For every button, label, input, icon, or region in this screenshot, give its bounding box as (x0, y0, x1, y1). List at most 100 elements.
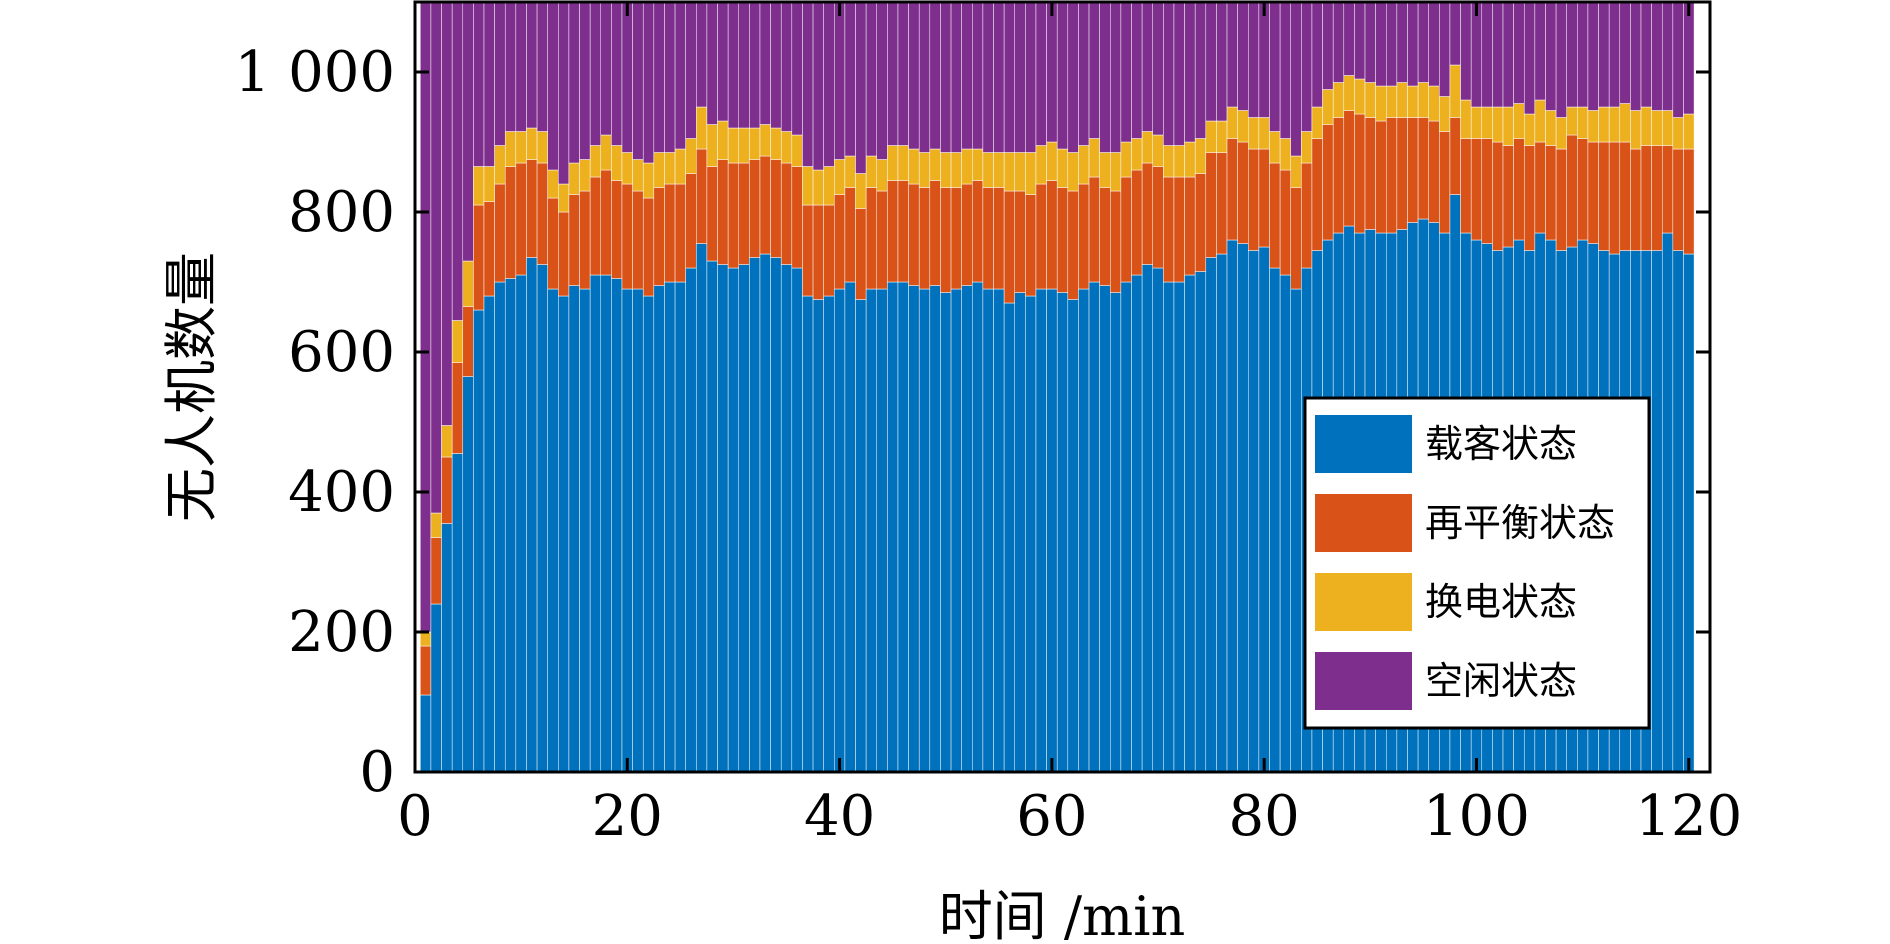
bar-3-49 (929, 148, 941, 181)
bar-idle-22 (642, 1, 655, 164)
bar-1-46 (897, 281, 909, 773)
bar-3-58 (1025, 152, 1037, 195)
bar-3-65 (1099, 152, 1111, 188)
bar-3-90 (1364, 82, 1376, 118)
bar-1-63 (1078, 288, 1090, 773)
bar-idle-57 (1014, 1, 1026, 153)
legend-label: 载客状态 (1425, 422, 1577, 466)
bar-idle-89 (1354, 1, 1366, 80)
bar-2-99 (1460, 138, 1472, 234)
x-tick-label: 60 (1016, 784, 1087, 849)
bar-1-48 (918, 288, 931, 773)
bar-idle-36 (791, 1, 803, 136)
bar-3-109 (1566, 106, 1578, 136)
bar-idle-48 (918, 1, 931, 153)
bar-idle-82 (1279, 1, 1291, 139)
bar-2-95 (1417, 117, 1429, 220)
bar-3-44 (876, 159, 888, 192)
bar-3-112 (1598, 106, 1610, 143)
bar-idle-25 (674, 1, 686, 150)
bar-2-70 (1152, 166, 1164, 269)
bar-2-118 (1661, 145, 1674, 234)
bar-1-71 (1163, 281, 1175, 773)
bar-1-62 (1067, 299, 1079, 773)
bar-idle-65 (1099, 1, 1111, 153)
bar-2-44 (876, 190, 888, 290)
y-axis-title: 无人机数量 (160, 252, 223, 522)
bar-idle-108 (1555, 1, 1567, 118)
bar-1-83 (1290, 288, 1302, 773)
bar-2-85 (1311, 138, 1323, 251)
bar-idle-2 (430, 1, 442, 514)
bar-2-34 (770, 159, 782, 258)
bar-2-10 (515, 162, 527, 276)
x-tick-label: 80 (1229, 784, 1300, 849)
bar-idle-61 (1056, 1, 1069, 150)
bar-3-94 (1407, 85, 1419, 118)
bar-1-75 (1205, 257, 1217, 773)
bar-idle-52 (961, 1, 973, 150)
bar-idle-114 (1619, 1, 1631, 104)
bar-idle-47 (908, 1, 920, 150)
bar-1-35 (780, 264, 793, 773)
bar-1-61 (1056, 292, 1069, 773)
bar-2-64 (1088, 176, 1100, 283)
bar-2-14 (558, 211, 570, 297)
bar-1-4 (451, 453, 464, 773)
bar-idle-76 (1216, 1, 1228, 122)
bar-3-108 (1555, 117, 1567, 150)
bar-idle-111 (1587, 1, 1599, 111)
bar-idle-11 (526, 1, 538, 129)
bar-1-56 (1003, 302, 1015, 773)
bar-3-53 (972, 148, 984, 181)
bar-3-85 (1311, 106, 1323, 139)
bar-idle-4 (451, 1, 464, 321)
bar-idle-51 (950, 1, 962, 153)
bar-1-78 (1237, 243, 1249, 773)
bar-2-109 (1566, 134, 1578, 248)
bar-3-10 (515, 131, 527, 164)
bar-3-115 (1630, 110, 1642, 150)
bar-2-92 (1386, 117, 1398, 234)
bar-1-82 (1279, 274, 1291, 773)
bar-2-16 (579, 190, 591, 290)
bar-1-65 (1099, 285, 1111, 773)
bar-3-35 (780, 131, 793, 164)
bar-1-119 (1672, 250, 1684, 773)
bar-1-1 (420, 694, 432, 773)
bar-2-6 (473, 204, 485, 311)
bar-2-28 (706, 166, 718, 262)
bar-1-31 (738, 264, 750, 773)
bar-2-89 (1354, 113, 1366, 234)
bar-idle-104 (1513, 1, 1525, 104)
bar-2-112 (1598, 141, 1610, 251)
bar-1-5 (462, 376, 474, 773)
bar-2-37 (802, 204, 814, 297)
bar-2-94 (1407, 117, 1419, 223)
y-tick-label: 1 000 (235, 40, 395, 105)
bar-idle-19 (611, 1, 623, 146)
bar-idle-6 (473, 1, 485, 167)
bar-2-120 (1683, 148, 1695, 255)
bar-3-60 (1046, 141, 1058, 181)
bar-2-73 (1184, 176, 1196, 276)
bar-1-18 (600, 274, 612, 773)
bar-3-34 (770, 127, 782, 160)
bar-1-55 (993, 288, 1005, 773)
bar-1-120 (1683, 253, 1695, 773)
bar-1-23 (653, 285, 665, 773)
bar-3-116 (1640, 106, 1652, 146)
bar-2-17 (589, 176, 602, 276)
bar-idle-119 (1672, 1, 1684, 118)
bar-1-42 (855, 299, 867, 773)
bar-1-51 (950, 288, 962, 773)
bar-3-66 (1110, 152, 1122, 192)
bar-idle-29 (717, 1, 729, 122)
bar-2-113 (1608, 141, 1621, 255)
bar-2-78 (1237, 141, 1249, 244)
bar-2-54 (982, 187, 994, 290)
bar-idle-110 (1577, 1, 1589, 108)
bar-3-28 (706, 124, 718, 167)
bar-3-84 (1301, 131, 1313, 164)
bar-3-25 (674, 148, 686, 185)
